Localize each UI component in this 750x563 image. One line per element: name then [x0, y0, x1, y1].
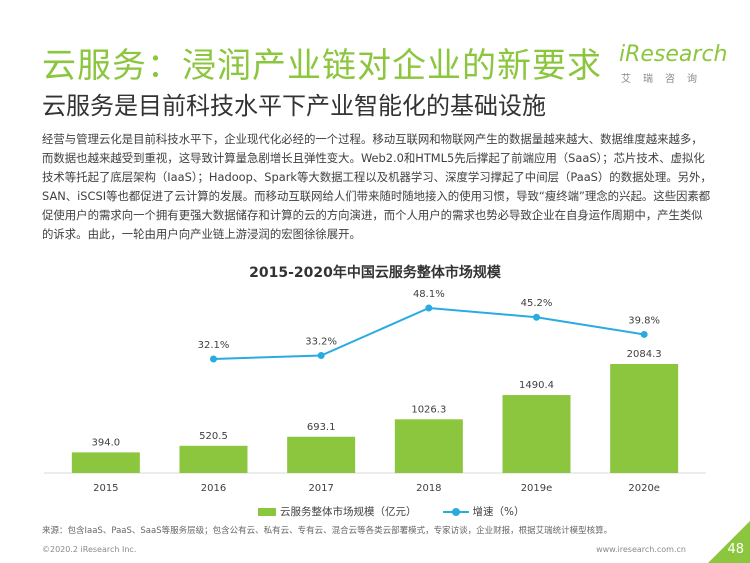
bar-2019e: [502, 395, 571, 473]
x-tick-2019e: 2019e: [521, 483, 553, 494]
bar-label-2017: 693.1: [307, 422, 336, 433]
x-tick-2016: 2016: [201, 483, 226, 494]
growth-line: [213, 306, 645, 360]
growth-point-2020e: [640, 330, 648, 338]
x-tick-2020e: 2020e: [628, 483, 660, 494]
legend-line-label: 增速（%）: [472, 506, 525, 518]
growth-label-2017: 33.2%: [305, 336, 337, 347]
iresearch-logo: iResearch 艾瑞咨询: [619, 42, 728, 88]
legend-line-swatch: [442, 507, 469, 517]
x-tick-2018: 2018: [416, 483, 441, 494]
body-paragraph: 经营与管理云化是目前科技水平下，企业现代化必经的一个过程。移动互联网和物联网产生…: [42, 132, 712, 241]
chart-legend: 云服务整体市场规模（亿元） 增速（%）: [258, 504, 524, 519]
page-subtitle: 云服务是目前科技水平下产业智能化的基础设施: [42, 92, 546, 120]
growth-point-2018: [425, 304, 433, 312]
logo-wordmark: iResearch: [619, 42, 728, 67]
growth-label-2016: 32.1%: [198, 340, 230, 351]
growth-label-2020e: 39.8%: [628, 315, 660, 326]
bar-label-2016: 520.5: [199, 431, 228, 442]
bar-2018: [394, 419, 463, 473]
page-corner-decoration: [708, 521, 750, 563]
copyright-text: ©2020.2 iResearch Inc.: [42, 545, 137, 554]
bar-label-2015: 394.0: [92, 437, 121, 448]
x-tick-2017: 2017: [308, 483, 333, 494]
source-note: 来源：包含IaaS、PaaS、SaaS等服务层级；包含公有云、私有云、专有云、混…: [42, 526, 613, 536]
bar-2017: [287, 436, 356, 473]
growth-point-2016: [210, 355, 217, 363]
bar-label-2020e: 2084.3: [627, 349, 662, 360]
market-size-chart: 394.0 2015 520.5 2016 693.1 2017 1026.3 2018 149…: [44, 289, 706, 494]
chart-title: 2015-2020年中国云服务整体市场规模: [249, 265, 501, 281]
legend-bar-label: 云服务整体市场规模（亿元）: [280, 506, 417, 518]
website-link[interactable]: www.iresearch.com.cn: [596, 545, 686, 554]
bar-label-2019e: 1490.4: [519, 380, 554, 391]
legend-bar-swatch: [258, 507, 276, 516]
logo-subtext: 艾瑞咨询: [621, 74, 709, 85]
growth-point-2017: [317, 351, 325, 359]
page-title: 云服务：浸润产业链对企业的新要求: [42, 46, 602, 86]
bar-2015: [71, 452, 140, 473]
bar-2016: [179, 445, 248, 473]
x-tick-2015: 2015: [93, 483, 118, 494]
page-number: 48: [727, 542, 744, 557]
growth-label-2018: 48.1%: [413, 289, 445, 300]
bar-2020e: [610, 364, 679, 473]
growth-point-2019e: [533, 313, 540, 321]
bar-label-2018: 1026.3: [411, 404, 446, 415]
growth-label-2019e: 45.2%: [521, 298, 553, 309]
